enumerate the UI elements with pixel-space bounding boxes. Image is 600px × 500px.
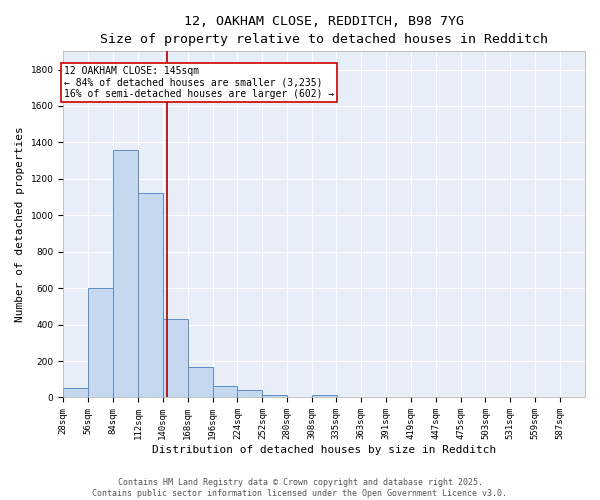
Bar <box>188 366 212 398</box>
Bar <box>163 319 188 398</box>
Bar <box>262 394 287 398</box>
Text: Contains HM Land Registry data © Crown copyright and database right 2025.
Contai: Contains HM Land Registry data © Crown c… <box>92 478 508 498</box>
Title: 12, OAKHAM CLOSE, REDDITCH, B98 7YG
Size of property relative to detached houses: 12, OAKHAM CLOSE, REDDITCH, B98 7YG Size… <box>100 15 548 46</box>
Bar <box>138 194 163 398</box>
X-axis label: Distribution of detached houses by size in Redditch: Distribution of detached houses by size … <box>152 445 496 455</box>
Bar <box>88 288 113 398</box>
Bar <box>63 388 88 398</box>
Bar <box>113 150 138 398</box>
Bar <box>238 390 262 398</box>
Text: 12 OAKHAM CLOSE: 145sqm
← 84% of detached houses are smaller (3,235)
16% of semi: 12 OAKHAM CLOSE: 145sqm ← 84% of detache… <box>64 66 334 99</box>
Bar <box>212 386 238 398</box>
Y-axis label: Number of detached properties: Number of detached properties <box>15 126 25 322</box>
Bar <box>312 394 337 398</box>
